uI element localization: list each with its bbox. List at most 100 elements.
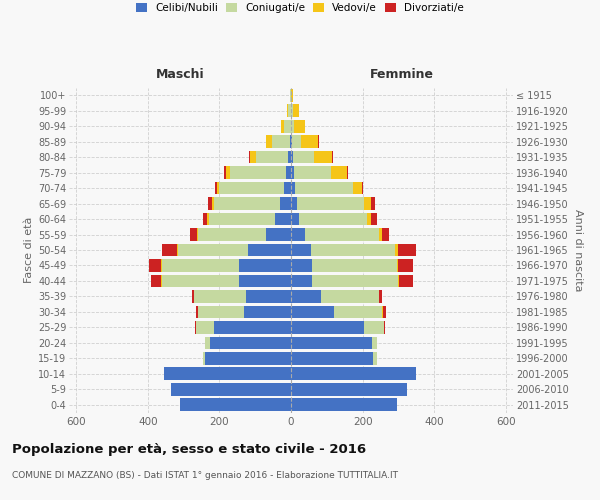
Bar bbox=[293, 104, 299, 117]
Bar bbox=[208, 197, 212, 210]
Bar bbox=[162, 274, 239, 287]
Bar bbox=[220, 182, 284, 194]
Bar bbox=[230, 166, 286, 179]
Bar bbox=[211, 336, 291, 349]
Bar bbox=[291, 197, 298, 210]
Bar bbox=[382, 228, 389, 241]
Bar bbox=[294, 166, 331, 179]
Bar bbox=[239, 274, 291, 287]
Bar bbox=[373, 352, 377, 364]
Bar bbox=[286, 166, 291, 179]
Bar bbox=[214, 321, 291, 334]
Bar bbox=[313, 259, 397, 272]
Bar bbox=[395, 244, 398, 256]
Bar bbox=[162, 259, 239, 272]
Bar bbox=[292, 136, 301, 148]
Bar bbox=[362, 182, 363, 194]
Bar bbox=[371, 336, 377, 349]
Bar bbox=[291, 166, 294, 179]
Bar bbox=[379, 290, 382, 303]
Bar bbox=[318, 136, 319, 148]
Bar bbox=[383, 306, 386, 318]
Y-axis label: Fasce di età: Fasce di età bbox=[23, 217, 34, 283]
Bar bbox=[332, 151, 333, 164]
Bar bbox=[246, 290, 291, 303]
Bar bbox=[217, 182, 220, 194]
Bar bbox=[248, 244, 291, 256]
Bar bbox=[151, 274, 161, 287]
Bar bbox=[367, 212, 371, 226]
Bar bbox=[209, 212, 275, 226]
Bar bbox=[198, 228, 266, 241]
Bar bbox=[161, 274, 162, 287]
Bar bbox=[364, 197, 371, 210]
Bar bbox=[371, 197, 375, 210]
Bar bbox=[294, 120, 305, 132]
Bar bbox=[299, 212, 367, 226]
Bar bbox=[215, 182, 217, 194]
Bar bbox=[291, 321, 364, 334]
Bar bbox=[291, 136, 292, 148]
Bar bbox=[266, 136, 272, 148]
Bar bbox=[364, 321, 384, 334]
Bar bbox=[250, 151, 256, 164]
Bar bbox=[292, 104, 293, 117]
Bar bbox=[291, 306, 334, 318]
Bar bbox=[371, 212, 377, 226]
Bar bbox=[198, 306, 244, 318]
Bar bbox=[334, 306, 382, 318]
Bar bbox=[331, 166, 347, 179]
Bar bbox=[311, 244, 395, 256]
Bar bbox=[226, 166, 230, 179]
Bar bbox=[291, 151, 293, 164]
Bar bbox=[295, 182, 353, 194]
Bar bbox=[292, 120, 294, 132]
Bar bbox=[291, 398, 397, 411]
Bar bbox=[314, 151, 332, 164]
Text: Popolazione per età, sesso e stato civile - 2016: Popolazione per età, sesso e stato civil… bbox=[12, 442, 366, 456]
Bar bbox=[291, 368, 416, 380]
Bar bbox=[194, 290, 246, 303]
Bar bbox=[298, 197, 364, 210]
Bar bbox=[305, 228, 379, 241]
Bar bbox=[290, 136, 291, 148]
Legend: Celibi/Nubili, Coniugati/e, Vedovi/e, Divorziati/e: Celibi/Nubili, Coniugati/e, Vedovi/e, Di… bbox=[134, 1, 466, 15]
Bar bbox=[163, 244, 178, 256]
Bar bbox=[398, 274, 400, 287]
Bar bbox=[178, 244, 248, 256]
Bar bbox=[398, 259, 413, 272]
Bar bbox=[291, 182, 295, 194]
Bar bbox=[256, 151, 288, 164]
Bar bbox=[149, 259, 161, 272]
Bar bbox=[291, 336, 371, 349]
Bar bbox=[281, 120, 284, 132]
Y-axis label: Anni di nascita: Anni di nascita bbox=[573, 208, 583, 291]
Bar bbox=[293, 151, 314, 164]
Bar bbox=[287, 104, 289, 117]
Bar bbox=[291, 244, 311, 256]
Text: Femmine: Femmine bbox=[370, 68, 434, 81]
Bar bbox=[192, 290, 194, 303]
Bar bbox=[272, 136, 290, 148]
Bar bbox=[288, 151, 291, 164]
Bar bbox=[275, 212, 291, 226]
Bar bbox=[284, 120, 290, 132]
Text: Maschi: Maschi bbox=[155, 68, 205, 81]
Bar bbox=[212, 197, 214, 210]
Bar bbox=[400, 274, 413, 287]
Bar bbox=[180, 398, 291, 411]
Bar bbox=[196, 306, 197, 318]
Bar bbox=[290, 89, 291, 102]
Bar bbox=[197, 228, 198, 241]
Bar bbox=[239, 259, 291, 272]
Bar bbox=[224, 166, 226, 179]
Bar bbox=[203, 352, 205, 364]
Bar bbox=[291, 212, 299, 226]
Bar bbox=[196, 321, 214, 334]
Bar bbox=[322, 290, 379, 303]
Bar bbox=[266, 228, 291, 241]
Bar bbox=[291, 290, 322, 303]
Bar bbox=[301, 136, 318, 148]
Bar bbox=[353, 182, 362, 194]
Bar bbox=[203, 212, 207, 226]
